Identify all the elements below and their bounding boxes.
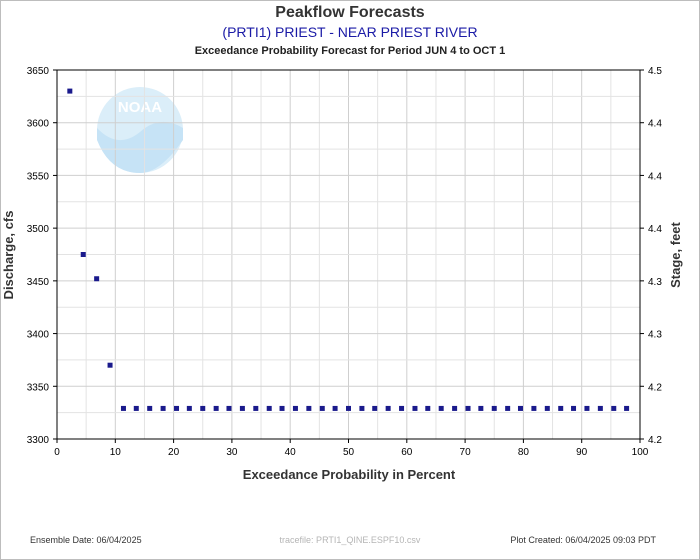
data-points xyxy=(67,88,630,411)
y2-tick-label: 4.4 xyxy=(648,224,662,235)
data-point xyxy=(452,405,458,411)
y-tick-label: 3550 xyxy=(27,171,50,182)
data-point xyxy=(67,88,73,94)
x-tick-label: 60 xyxy=(401,447,413,458)
data-point xyxy=(571,405,577,411)
data-point xyxy=(399,405,405,411)
x-tick-label: 100 xyxy=(632,447,649,458)
y2-tick-label: 4.2 xyxy=(648,435,662,446)
ensemble-date: Ensemble Date: 06/04/2025 xyxy=(30,535,142,545)
data-point xyxy=(253,405,259,411)
x-tick-label: 20 xyxy=(168,447,180,458)
data-point xyxy=(133,405,139,411)
data-point xyxy=(385,405,391,411)
plot-created: Plot Created: 06/04/2025 09:03 PDT xyxy=(510,535,656,545)
x-tick-label: 50 xyxy=(343,447,355,458)
y-tick-label: 3650 xyxy=(27,66,50,77)
data-point xyxy=(94,276,100,282)
y2-tick-label: 4.5 xyxy=(648,66,662,77)
y-axis-label: Discharge, cfs xyxy=(1,211,16,300)
data-point xyxy=(359,405,365,411)
data-point xyxy=(478,405,484,411)
y2-tick-label: 4.3 xyxy=(648,277,662,288)
data-point xyxy=(213,405,219,411)
data-point xyxy=(412,405,418,411)
y2-tick-label: 4.2 xyxy=(648,382,662,393)
data-point xyxy=(226,405,232,411)
data-point xyxy=(306,405,312,411)
axis-ticks: 0 10 20 30 40 50 60 70 80 90 100 3300 4.2 3350 4.2 3400… xyxy=(27,66,663,458)
data-point xyxy=(491,405,497,411)
data-point xyxy=(611,405,617,411)
y2-axis-label: Stage, feet xyxy=(668,221,683,287)
noaa-logo-watermark: NOAA xyxy=(97,87,183,173)
y2-tick-label: 4.4 xyxy=(648,171,662,182)
data-point xyxy=(624,405,630,411)
x-tick-label: 40 xyxy=(285,447,297,458)
x-tick-label: 70 xyxy=(460,447,472,458)
y-tick-label: 3600 xyxy=(27,119,50,130)
data-point xyxy=(107,362,113,368)
data-point xyxy=(332,405,338,411)
noaa-logo-wave xyxy=(97,121,183,173)
x-axis-label: Exceedance Probability in Percent xyxy=(243,467,456,482)
y2-tick-label: 4.3 xyxy=(648,330,662,341)
x-tick-label: 30 xyxy=(226,447,238,458)
data-point xyxy=(531,405,537,411)
data-point xyxy=(266,405,272,411)
data-point xyxy=(438,405,444,411)
data-point xyxy=(558,405,564,411)
station-subtitle: (PRTI1) PRIEST - NEAR PRIEST RIVER xyxy=(222,24,478,40)
y-tick-label: 3300 xyxy=(27,435,50,446)
data-point xyxy=(186,405,192,411)
data-point xyxy=(120,405,126,411)
chart-title: Peakflow Forecasts xyxy=(275,4,425,21)
data-point xyxy=(147,405,153,411)
data-point xyxy=(346,405,351,411)
x-tick-label: 90 xyxy=(576,447,588,458)
data-point xyxy=(160,405,166,411)
x-tick-label: 10 xyxy=(110,447,122,458)
data-point xyxy=(584,405,590,411)
data-point xyxy=(372,405,378,411)
data-point xyxy=(505,405,511,411)
data-point xyxy=(292,405,298,411)
data-point xyxy=(544,405,550,411)
y-tick-label: 3350 xyxy=(27,382,50,393)
grid-lines xyxy=(56,69,641,440)
data-point xyxy=(279,405,285,411)
data-point xyxy=(174,405,180,411)
data-point xyxy=(200,405,206,411)
data-point xyxy=(425,405,431,411)
data-point xyxy=(597,405,603,411)
data-point xyxy=(80,252,86,257)
y-tick-label: 3400 xyxy=(27,330,50,341)
x-tick-label: 0 xyxy=(54,447,60,458)
noaa-logo-text: NOAA xyxy=(118,99,162,116)
y-tick-label: 3450 xyxy=(27,277,50,288)
data-point xyxy=(319,405,325,411)
data-point xyxy=(465,405,471,411)
period-label: Exceedance Probability Forecast for Peri… xyxy=(194,45,506,57)
tracefile-label: tracefile: PRTI1_QINE.ESPF10.csv xyxy=(279,535,421,545)
data-point xyxy=(239,405,245,411)
data-point xyxy=(517,405,523,411)
x-tick-label: 80 xyxy=(518,447,530,458)
y2-tick-label: 4.4 xyxy=(648,119,662,130)
y-tick-label: 3500 xyxy=(27,224,50,235)
